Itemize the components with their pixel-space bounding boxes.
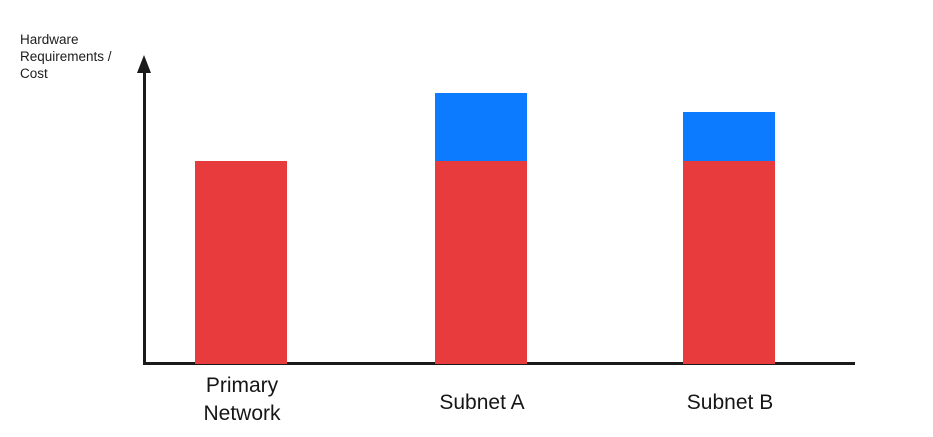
- x-axis-label-subnet-b: Subnet B: [686, 391, 774, 414]
- bar-segment-overhead: [683, 112, 775, 161]
- y-axis-line: [143, 60, 146, 364]
- bar-segment-base: [683, 161, 775, 364]
- x-axis-label-subnet-a: Subnet A: [439, 391, 525, 414]
- bar-segment-base: [435, 161, 527, 364]
- bar-segment-overhead: [435, 93, 527, 161]
- bar-segment-base: [195, 161, 287, 364]
- y-axis-label: Hardware Requirements / Cost: [20, 32, 112, 81]
- bar-subnet-b: [683, 112, 775, 364]
- bar-primary-network: [195, 161, 287, 364]
- bar-subnet-a: [435, 93, 527, 364]
- x-axis-label-primary-network: Primary Network: [203, 374, 281, 425]
